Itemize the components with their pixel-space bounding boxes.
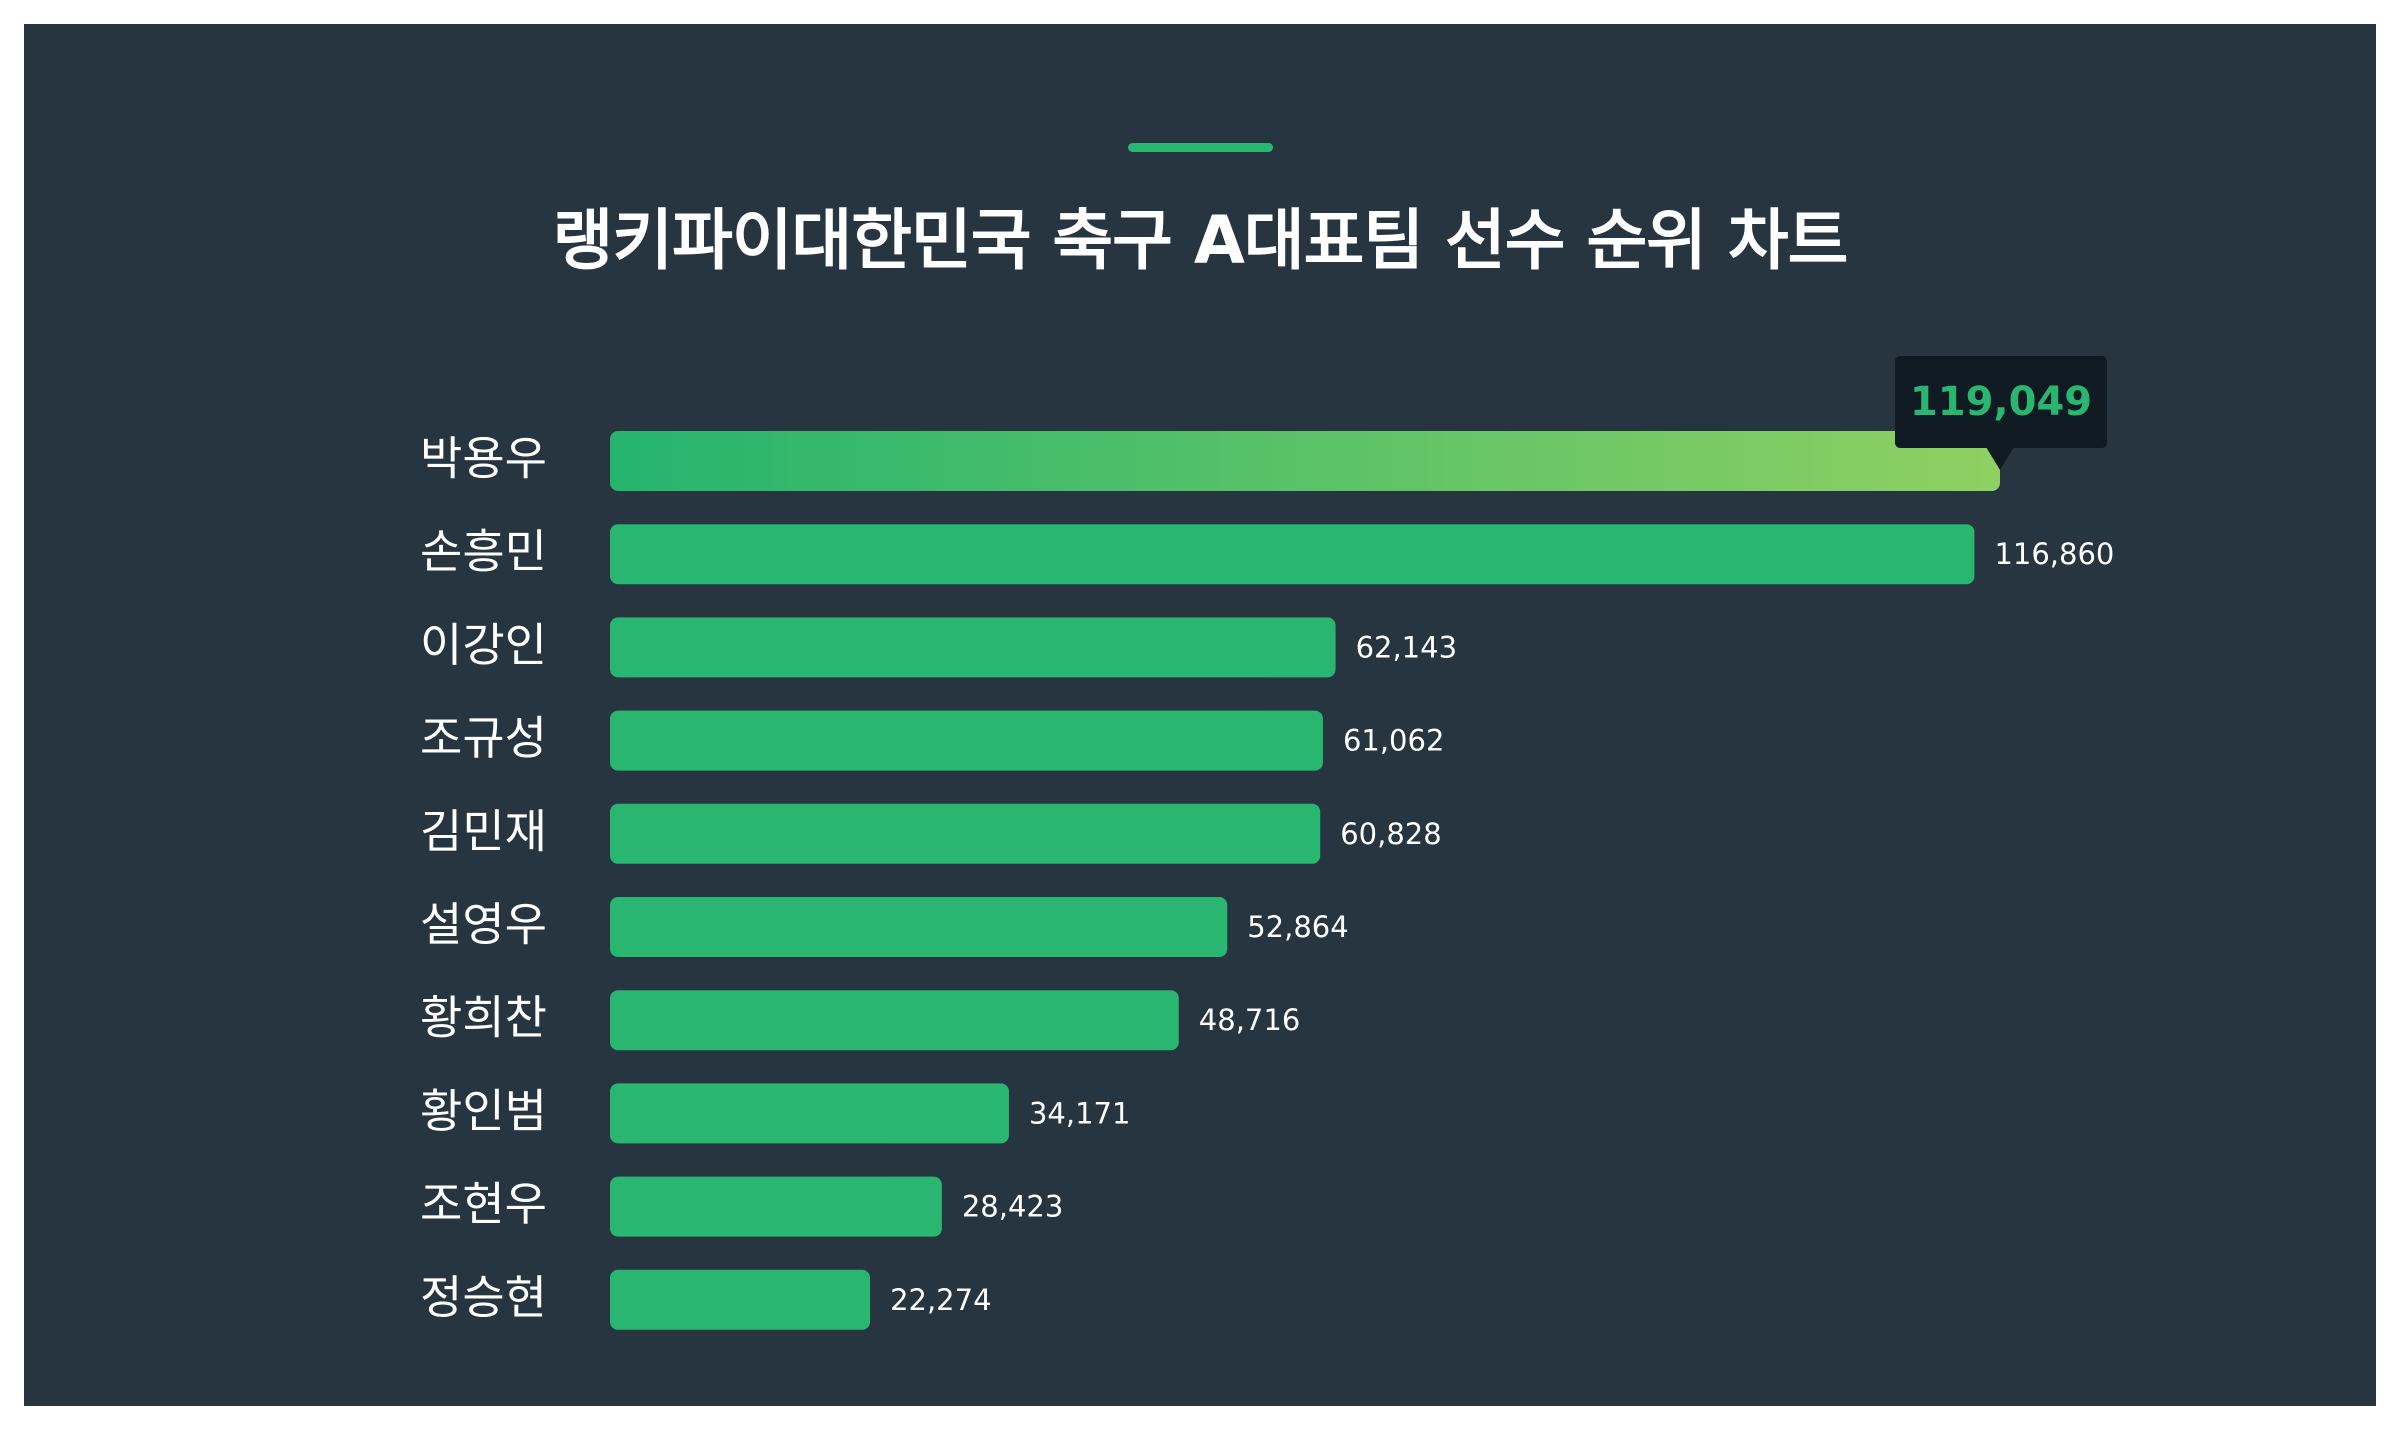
value-label: 116,860 <box>1994 537 2114 571</box>
category-label: 박용우 <box>420 432 547 486</box>
category-label: 황인범 <box>420 1084 547 1138</box>
value-label: 28,423 <box>962 1190 1063 1224</box>
bar <box>610 990 1179 1051</box>
value-label: 60,828 <box>1340 817 1441 851</box>
category-label: 김민재 <box>420 804 547 858</box>
category-label: 황희찬 <box>420 991 547 1045</box>
bar <box>610 1176 942 1237</box>
value-label: 62,143 <box>1356 630 1457 664</box>
bar <box>610 710 1323 771</box>
value-label: 61,062 <box>1343 724 1444 758</box>
value-label: 22,274 <box>890 1283 991 1317</box>
bar <box>610 1269 871 1330</box>
bar <box>610 897 1228 957</box>
category-label: 손흥민 <box>420 525 547 579</box>
category-label: 정승현 <box>420 1270 547 1324</box>
bar <box>610 524 1975 585</box>
chart-title: 랭키파이대한민국 축구 A대표팀 선수 순위 차트 <box>552 202 1849 279</box>
category-label: 조규성 <box>420 711 547 765</box>
value-label: 34,171 <box>1029 1096 1130 1130</box>
bar <box>610 617 1336 678</box>
bar <box>610 1083 1009 1144</box>
accent-line <box>1128 143 1273 152</box>
tooltip-value-label: 119,049 <box>1910 379 2092 425</box>
value-tooltip <box>1895 356 2107 448</box>
category-label: 설영우 <box>420 898 547 952</box>
category-label: 이강인 <box>420 618 547 672</box>
category-label: 조현우 <box>420 1177 547 1231</box>
bar <box>610 803 1321 864</box>
tooltip-pointer <box>1986 447 2014 470</box>
value-label: 52,864 <box>1247 910 1348 944</box>
bar-highlighted <box>610 431 2000 491</box>
value-label: 48,716 <box>1199 1003 1300 1037</box>
